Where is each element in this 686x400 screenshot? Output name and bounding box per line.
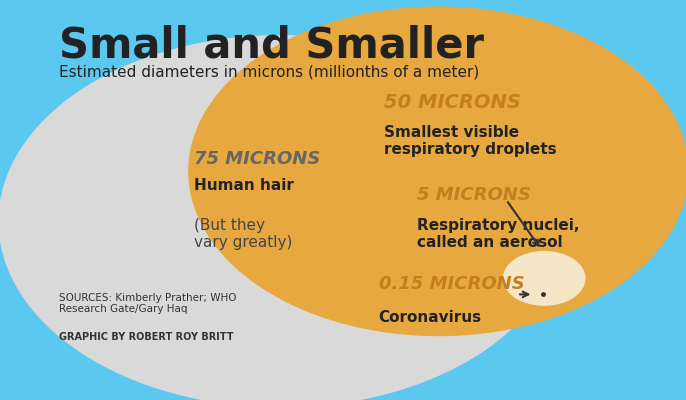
Circle shape xyxy=(189,7,686,336)
Text: (But they
vary greatly): (But they vary greatly) xyxy=(194,218,293,250)
Text: Coronavirus: Coronavirus xyxy=(379,310,482,326)
Text: Small and Smaller: Small and Smaller xyxy=(59,25,484,67)
Text: 0.15 MICRONS: 0.15 MICRONS xyxy=(379,275,525,293)
Text: 50 MICRONS: 50 MICRONS xyxy=(384,93,521,112)
Text: SOURCES: Kimberly Prather; WHO
Research Gate/Gary Haq: SOURCES: Kimberly Prather; WHO Research … xyxy=(59,293,236,314)
Text: Smallest visible
respiratory droplets: Smallest visible respiratory droplets xyxy=(384,125,557,157)
Text: Respiratory nuclei,
called an aerosol: Respiratory nuclei, called an aerosol xyxy=(416,218,579,250)
Circle shape xyxy=(504,252,585,305)
Text: 75 MICRONS: 75 MICRONS xyxy=(194,150,320,168)
Text: 5 MICRONS: 5 MICRONS xyxy=(416,186,530,204)
Text: Estimated diameters in microns (millionths of a meter): Estimated diameters in microns (milliont… xyxy=(59,64,479,79)
Text: Human hair: Human hair xyxy=(194,178,294,194)
Text: GRAPHIC BY ROBERT ROY BRITT: GRAPHIC BY ROBERT ROY BRITT xyxy=(59,332,233,342)
Circle shape xyxy=(0,36,563,400)
